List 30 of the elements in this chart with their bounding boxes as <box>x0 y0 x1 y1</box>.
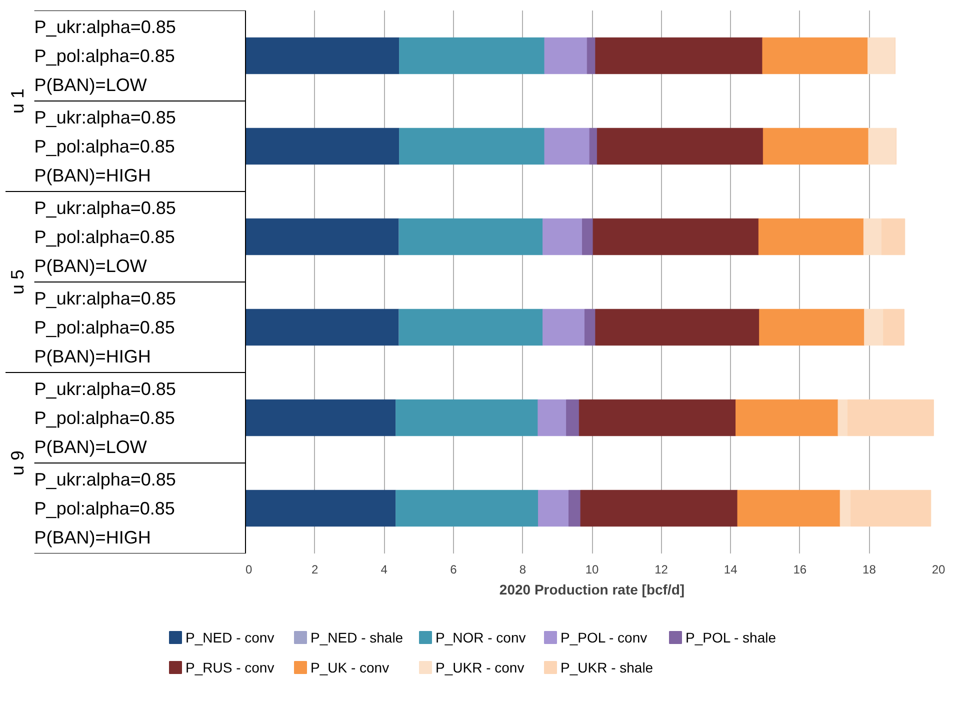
y-tick-label: P_ukr:alpha=0.85 P_pol:alpha=0.85 P(BAN)=LOW <box>34 16 176 95</box>
legend-label: P_NED - conv <box>186 630 274 646</box>
x-tick-label: 8 <box>519 562 526 576</box>
x-tick-label: 0 <box>246 562 252 576</box>
y-tick-label: P_ukr:alpha=0.85 P_pol:alpha=0.85 P(BAN)=LOW <box>34 378 176 457</box>
x-tick-label: 18 <box>862 562 876 576</box>
text: u 1 <box>8 88 28 114</box>
x-tick-label: 20 <box>932 562 946 576</box>
x-tick-label: 12 <box>654 562 668 576</box>
y-tick-label: P_ukr:alpha=0.85 P_pol:alpha=0.85 P(BAN)=LOW <box>34 198 176 276</box>
legend-label: P_NED - shale <box>310 630 404 646</box>
y-tick-label: P_ukr:alpha=0.85 P_pol:alpha=0.85 P(BAN)=HIGH <box>34 288 176 366</box>
x-axis-title: 2020 Production rate [bcf/d] <box>499 582 685 598</box>
x-tick-label: 16 <box>793 562 807 576</box>
legend-label: P_RUS - conv <box>186 660 274 676</box>
x-tick-label: 10 <box>585 562 599 576</box>
text: u 9 <box>8 450 28 476</box>
legend-label: P_POL - conv <box>560 630 648 646</box>
legend-label: P_UK - conv <box>310 660 390 676</box>
x-tick-label: 6 <box>450 562 458 576</box>
x-tick-label: 4 <box>380 562 388 576</box>
legend-label: P_NOR - conv <box>436 630 526 646</box>
y-tick-label: P_ukr:alpha=0.85 P_pol:alpha=0.85 P(BAN)=HIGH <box>34 469 176 548</box>
y-tick-label: P_ukr:alpha=0.85 P_pol:alpha=0.85 P(BAN)=HIGH <box>34 107 176 186</box>
text: u 5 <box>8 269 28 295</box>
legend-label: P_UKR - shale <box>560 660 654 676</box>
legend-label: P_POL - shale <box>686 630 776 646</box>
x-tick-label: 14 <box>724 562 738 576</box>
x-tick-label: 2 <box>311 562 318 576</box>
legend-label: P_UKR - conv <box>436 660 524 676</box>
